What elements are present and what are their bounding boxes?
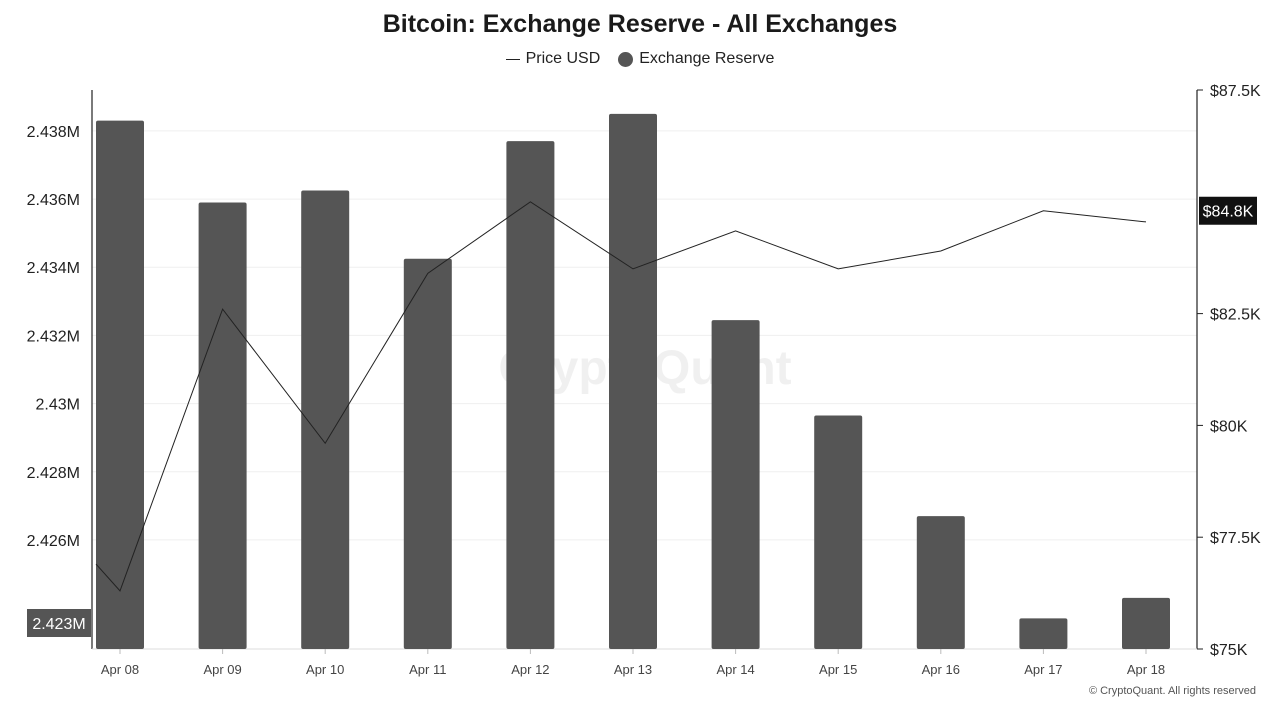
- x-tick-label: Apr 08: [101, 662, 139, 677]
- legend-line-icon: [505, 58, 520, 60]
- current-reserve-label: 2.423M: [32, 616, 85, 633]
- bar-exchange-reserve: [198, 202, 247, 650]
- legend-label-reserve: Exchange Reserve: [639, 50, 775, 67]
- x-tick-label: Apr 18: [1127, 662, 1165, 677]
- bar-exchange-reserve: [1019, 618, 1068, 649]
- x-tick-label: Apr 14: [716, 662, 754, 677]
- y-left-tick-label: 2.428M: [27, 465, 80, 482]
- x-tick-label: Apr 10: [306, 662, 344, 677]
- legend-dot-icon: [618, 51, 634, 67]
- x-tick-label: Apr 16: [922, 662, 960, 677]
- current-price-badge: [1199, 196, 1257, 225]
- copyright-notice: © CryptoQuant. All rights reserved: [1088, 685, 1256, 697]
- y-left-tick-label: 2.434M: [27, 260, 80, 277]
- bar-exchange-reserve: [916, 516, 965, 649]
- bar-exchange-reserve: [403, 258, 452, 649]
- y-left-tick-label: 2.432M: [27, 328, 80, 345]
- y-left-tick-label: 2.43M: [36, 397, 80, 414]
- legend: Price USD Exchange Reserve: [0, 50, 1280, 68]
- x-tick-label: Apr 12: [511, 662, 549, 677]
- bar-exchange-reserve: [1122, 597, 1170, 649]
- y-right-tick-label: $87.5K: [1210, 83, 1261, 100]
- bar-exchange-reserve: [506, 141, 555, 649]
- legend-item-reserve[interactable]: Exchange Reserve: [618, 50, 774, 68]
- y-left-tick-label: 2.426M: [27, 533, 80, 550]
- x-tick-label: Apr 17: [1024, 662, 1062, 677]
- bar-exchange-reserve: [301, 190, 350, 650]
- bar-exchange-reserve: [609, 113, 657, 650]
- x-tick-label: Apr 11: [409, 662, 446, 677]
- y-right-tick-label: $75K: [1210, 642, 1248, 659]
- bar-exchange-reserve: [711, 320, 760, 649]
- legend-label-price: Price USD: [525, 50, 601, 67]
- y-right-tick-label: $82.5K: [1210, 307, 1261, 324]
- y-right-tick-label: $77.5K: [1210, 530, 1261, 547]
- x-tick-label: Apr 09: [203, 662, 241, 677]
- legend-item-price[interactable]: Price USD: [505, 50, 601, 68]
- chart-title: Bitcoin: Exchange Reserve - All Exchange…: [382, 10, 898, 38]
- y-left-tick-label: 2.438M: [27, 124, 80, 141]
- current-reserve-badge: [27, 609, 91, 637]
- y-right-tick-label: $80K: [1210, 418, 1248, 435]
- bar-exchange-reserve: [96, 120, 144, 650]
- line-price-usd: [95, 201, 1147, 592]
- x-tick-label: Apr 15: [819, 662, 857, 677]
- current-price-label: $84.8K: [1203, 204, 1254, 221]
- bar-exchange-reserve: [814, 415, 863, 649]
- x-tick-label: Apr 13: [614, 662, 652, 677]
- y-left-tick-label: 2.436M: [27, 192, 80, 209]
